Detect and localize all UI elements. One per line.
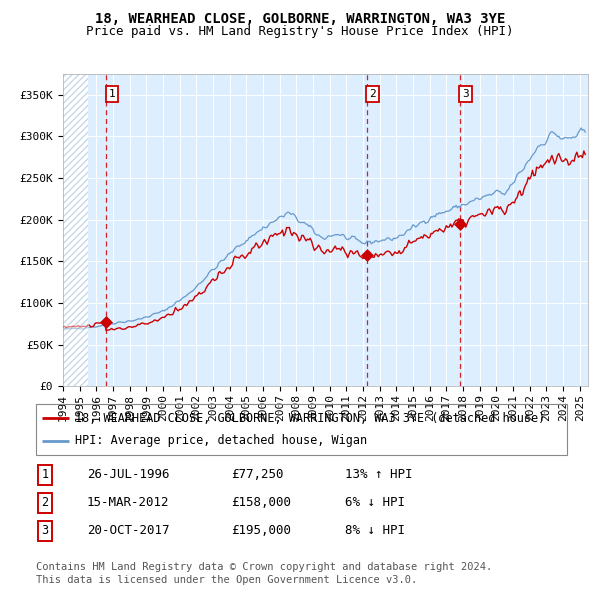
Text: 18, WEARHEAD CLOSE, GOLBORNE, WARRINGTON, WA3 3YE (detached house): 18, WEARHEAD CLOSE, GOLBORNE, WARRINGTON…	[75, 412, 545, 425]
Text: 2: 2	[369, 89, 376, 99]
Text: HPI: Average price, detached house, Wigan: HPI: Average price, detached house, Wiga…	[75, 434, 367, 447]
Text: 8% ↓ HPI: 8% ↓ HPI	[345, 525, 405, 537]
Text: £158,000: £158,000	[231, 496, 291, 509]
Text: £77,250: £77,250	[231, 468, 284, 481]
Bar	[63, 74, 88, 386]
Text: 3: 3	[41, 525, 49, 537]
Text: 26-JUL-1996: 26-JUL-1996	[87, 468, 170, 481]
Text: Contains HM Land Registry data © Crown copyright and database right 2024.
This d: Contains HM Land Registry data © Crown c…	[36, 562, 492, 585]
Text: 6% ↓ HPI: 6% ↓ HPI	[345, 496, 405, 509]
Text: 1: 1	[109, 89, 115, 99]
Bar	[63, 74, 88, 386]
Text: 18, WEARHEAD CLOSE, GOLBORNE, WARRINGTON, WA3 3YE: 18, WEARHEAD CLOSE, GOLBORNE, WARRINGTON…	[95, 12, 505, 26]
Text: 20-OCT-2017: 20-OCT-2017	[87, 525, 170, 537]
Text: £195,000: £195,000	[231, 525, 291, 537]
Text: 1: 1	[41, 468, 49, 481]
Text: Price paid vs. HM Land Registry's House Price Index (HPI): Price paid vs. HM Land Registry's House …	[86, 25, 514, 38]
Text: 2: 2	[41, 496, 49, 509]
Text: 3: 3	[462, 89, 469, 99]
Text: 15-MAR-2012: 15-MAR-2012	[87, 496, 170, 509]
Text: 13% ↑ HPI: 13% ↑ HPI	[345, 468, 413, 481]
